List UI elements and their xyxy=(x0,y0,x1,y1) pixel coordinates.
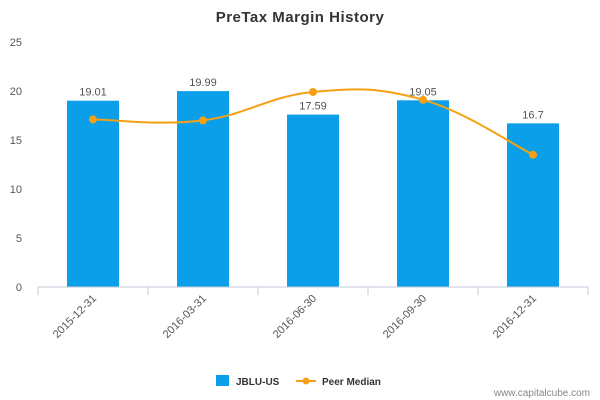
x-tick-label: 2016-03-31 xyxy=(161,293,209,341)
legend: JBLU-US Peer Median xyxy=(216,375,381,388)
y-axis: 0 5 10 15 20 25 xyxy=(10,37,22,294)
peer-median-point xyxy=(529,150,537,159)
peer-median-point xyxy=(199,116,207,125)
x-tick-label: 2016-09-30 xyxy=(381,293,429,341)
bar-data-label: 19.99 xyxy=(189,77,217,89)
legend-marker-peer xyxy=(302,377,310,385)
bar-series xyxy=(67,91,559,288)
bar xyxy=(397,100,449,287)
legend-swatch-jblu xyxy=(216,375,229,386)
credit-text: www.capitalcube.com xyxy=(493,388,590,399)
x-tick-label: 2016-06-30 xyxy=(271,293,319,341)
bar xyxy=(287,114,339,287)
x-axis: 2015-12-31 2016-03-31 2016-06-30 2016-09-30… xyxy=(37,286,589,341)
bar-data-label: 19.01 xyxy=(79,87,107,99)
y-tick-label: 20 xyxy=(10,86,22,98)
bar-data-label: 16.7 xyxy=(522,109,543,121)
x-tick-label: 2015-12-31 xyxy=(51,293,99,341)
y-tick-label: 25 xyxy=(10,37,22,49)
peer-median-point xyxy=(419,95,427,104)
legend-label-jblu: JBLU-US xyxy=(236,377,280,388)
chart-title: PreTax Margin History xyxy=(216,9,385,26)
bar xyxy=(507,123,559,287)
bar-data-label: 17.59 xyxy=(299,101,327,113)
line-series xyxy=(89,87,537,159)
y-tick-label: 0 xyxy=(16,282,22,294)
y-tick-label: 15 xyxy=(10,135,22,147)
bar-data-labels: 19.01 19.99 17.59 19.05 16.7 xyxy=(79,77,543,121)
bar-data-label: 19.05 xyxy=(409,86,437,98)
x-tick-label: 2016-12-31 xyxy=(491,293,539,341)
y-tick-label: 10 xyxy=(10,184,22,196)
peer-median-point xyxy=(309,87,317,96)
y-tick-label: 5 xyxy=(16,233,22,245)
legend-label-peer: Peer Median xyxy=(322,377,381,388)
bar xyxy=(67,100,119,288)
peer-median-point xyxy=(89,115,97,124)
